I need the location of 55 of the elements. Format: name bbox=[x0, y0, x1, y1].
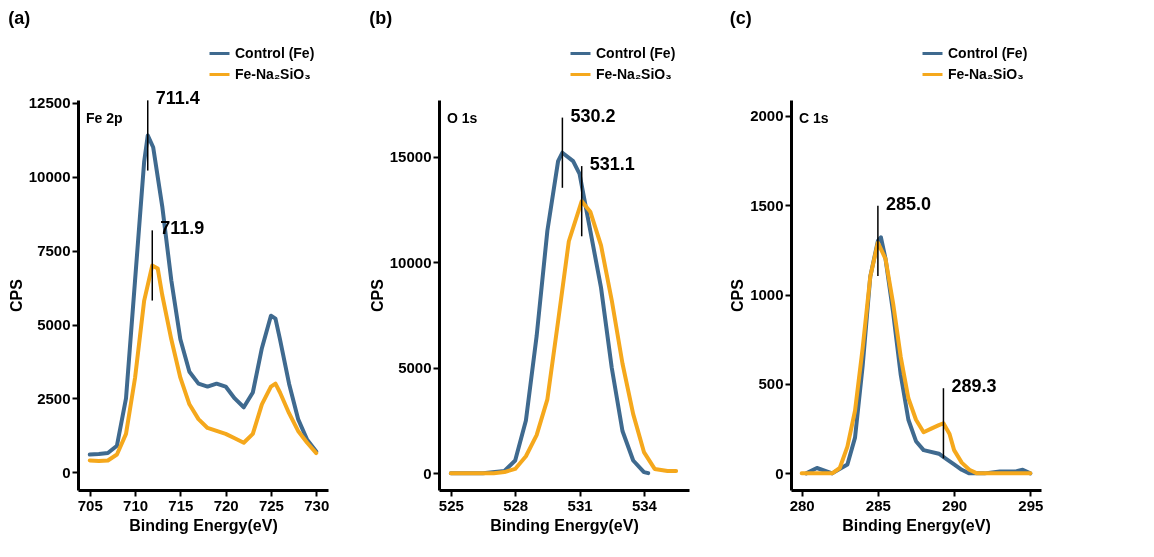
y-axis-title: CPS bbox=[368, 278, 386, 312]
y-tick-label: 5000 bbox=[398, 359, 432, 377]
line-series bbox=[448, 199, 679, 476]
annotation: 531.1 bbox=[589, 154, 635, 175]
x-tick-label: 528 bbox=[503, 496, 529, 514]
legend-label: Control (Fe) bbox=[596, 44, 676, 61]
annotation: Fe 2p bbox=[86, 110, 123, 126]
x-tick-label: 280 bbox=[789, 496, 815, 514]
y-tick-label: 15000 bbox=[389, 148, 432, 166]
legend-label: Control (Fe) bbox=[235, 44, 315, 61]
x-tick-label: 710 bbox=[123, 496, 149, 514]
y-axis-title: CPS bbox=[729, 278, 747, 312]
annotation: 711.4 bbox=[155, 88, 200, 109]
y-tick-label: 0 bbox=[62, 463, 71, 481]
x-tick-label: 525 bbox=[438, 496, 464, 514]
x-tick-label: 725 bbox=[258, 496, 284, 514]
y-tick-label: 5000 bbox=[37, 316, 71, 334]
y-axis-title: CPS bbox=[7, 278, 25, 312]
legend-label: Control (Fe) bbox=[948, 44, 1028, 61]
y-tick-label: 7500 bbox=[37, 242, 71, 260]
x-tick-label: 730 bbox=[304, 496, 330, 514]
legend-label: Fe-Na₂SiO₃ bbox=[596, 65, 672, 82]
chart-title: (b) bbox=[369, 8, 393, 28]
line-series bbox=[87, 133, 319, 457]
y-tick-label: 0 bbox=[423, 464, 432, 482]
chart-title: (c) bbox=[729, 8, 752, 28]
x-tick-label: 534 bbox=[631, 496, 658, 514]
annotation: 285.0 bbox=[885, 193, 931, 214]
legend-label: Fe-Na₂SiO₃ bbox=[948, 65, 1024, 82]
annotation: 289.3 bbox=[951, 376, 997, 397]
x-axis-title: Binding Energy(eV) bbox=[842, 516, 991, 534]
x-tick-label: 720 bbox=[213, 496, 239, 514]
annotation: O 1s bbox=[447, 110, 478, 126]
y-tick-label: 10000 bbox=[28, 168, 71, 186]
annotation: 530.2 bbox=[570, 105, 616, 126]
x-axis-title: Binding Energy(eV) bbox=[129, 516, 278, 534]
chart-title: (a) bbox=[8, 8, 31, 28]
y-tick-label: 1500 bbox=[750, 196, 784, 214]
y-tick-label: 500 bbox=[758, 375, 784, 393]
y-tick-label: 1000 bbox=[750, 286, 784, 304]
y-tick-label: 10000 bbox=[389, 253, 432, 271]
y-tick-label: 0 bbox=[775, 464, 784, 482]
x-tick-label: 295 bbox=[1018, 496, 1044, 514]
x-axis-title: Binding Energy(eV) bbox=[490, 516, 639, 534]
x-tick-label: 705 bbox=[77, 496, 103, 514]
x-tick-label: 290 bbox=[942, 496, 968, 514]
annotation: C 1s bbox=[799, 110, 829, 126]
x-tick-label: 285 bbox=[865, 496, 891, 514]
legend-label: Fe-Na₂SiO₃ bbox=[235, 65, 311, 82]
y-tick-label: 2000 bbox=[750, 107, 784, 125]
line-series bbox=[87, 263, 319, 464]
y-tick-label: 12500 bbox=[28, 94, 71, 112]
x-tick-label: 715 bbox=[168, 496, 194, 514]
y-tick-label: 2500 bbox=[37, 389, 71, 407]
x-tick-label: 531 bbox=[567, 496, 593, 514]
